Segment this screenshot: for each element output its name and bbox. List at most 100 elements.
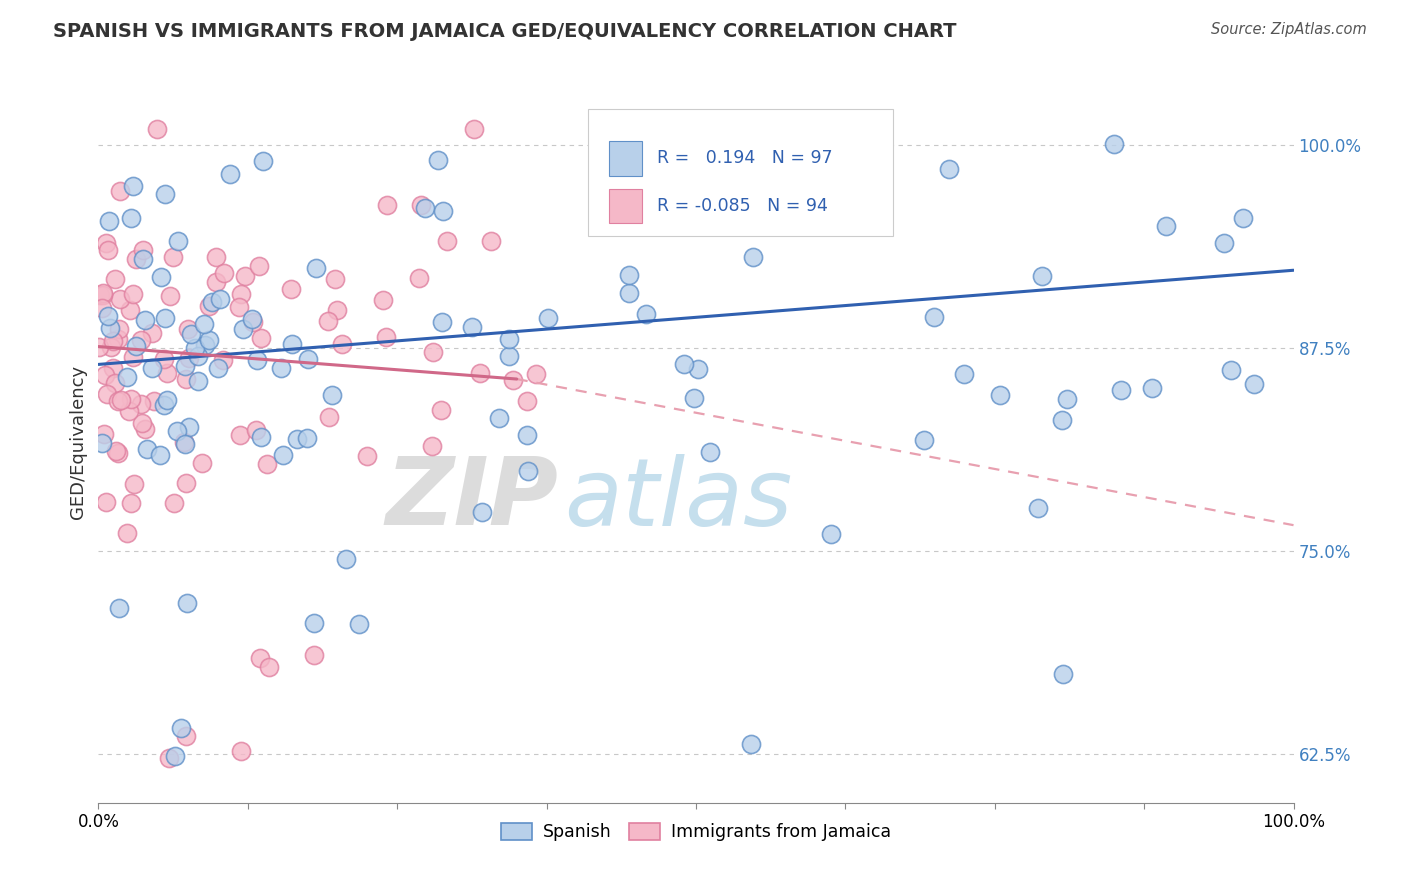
Point [193,318,215,332]
Point [1052,413,1074,427]
Legend: Spanish, Immigrants from Jamaica: Spanish, Immigrants from Jamaica [495,816,897,848]
Point [741,181,763,195]
Point [105,443,128,458]
Point [245,424,267,438]
Point [159,288,181,302]
Point [108,322,131,336]
Point [323,272,346,286]
Point [94,236,117,251]
Point [141,361,163,376]
Point [515,428,537,442]
Point [820,527,842,541]
Point [167,234,190,248]
Point [134,422,156,436]
Point [149,269,172,284]
Point [240,312,263,326]
Point [156,366,179,380]
FancyBboxPatch shape [609,188,643,223]
Point [1232,211,1254,225]
Point [107,393,129,408]
Point [187,374,209,388]
Point [174,729,197,743]
Point [97,243,120,257]
Point [270,361,292,376]
Point [335,552,357,566]
Text: SPANISH VS IMMIGRANTS FROM JAMAICA GED/EQUIVALENCY CORRELATION CHART: SPANISH VS IMMIGRANTS FROM JAMAICA GED/E… [53,22,957,41]
Point [256,457,278,471]
Point [149,448,172,462]
Point [177,322,200,336]
Point [688,362,710,376]
Point [295,431,318,445]
Point [669,131,692,145]
Point [197,299,219,313]
Point [990,388,1012,402]
Point [209,292,232,306]
Point [104,271,127,285]
Point [214,266,236,280]
Point [184,341,207,355]
Point [229,427,252,442]
Point [131,416,153,430]
Point [125,338,148,352]
Point [132,252,155,266]
Point [408,271,430,285]
Point [110,392,132,407]
Point [257,660,280,674]
Point [134,312,156,326]
Point [205,276,228,290]
Point [249,331,271,345]
Point [93,426,115,441]
Point [235,269,257,284]
Point [325,303,347,318]
Point [304,260,326,275]
Point [683,391,706,405]
Point [132,243,155,257]
Point [191,457,214,471]
Point [742,250,765,264]
Point [250,430,273,444]
Point [194,338,217,352]
Point [655,130,678,145]
Point [952,367,974,381]
Point [89,288,111,302]
Point [91,288,114,302]
Point [432,315,454,329]
Point [122,477,145,491]
Point [142,393,165,408]
Point [740,738,762,752]
Point [96,387,118,401]
FancyBboxPatch shape [609,141,643,176]
Point [302,616,325,631]
Point [619,286,641,301]
Point [120,496,142,510]
Point [156,392,179,407]
Point [271,448,294,462]
Text: Source: ZipAtlas.com: Source: ZipAtlas.com [1211,22,1367,37]
Point [118,404,141,418]
Point [1213,235,1236,250]
Point [163,496,186,510]
Point [173,359,195,374]
Point [98,320,121,334]
Point [91,435,114,450]
Point [163,748,186,763]
Point [198,333,221,347]
Point [141,326,163,340]
Point [349,616,371,631]
Point [170,721,193,735]
Point [524,367,547,381]
Point [1243,376,1265,391]
Point [938,162,960,177]
Point [427,153,450,168]
Point [634,307,657,321]
Point [517,464,540,478]
Point [107,333,129,347]
Point [219,167,242,181]
Point [118,303,141,318]
Point [98,213,121,227]
Point [413,201,436,215]
Point [498,349,520,363]
Point [228,300,250,314]
Point [1142,381,1164,395]
